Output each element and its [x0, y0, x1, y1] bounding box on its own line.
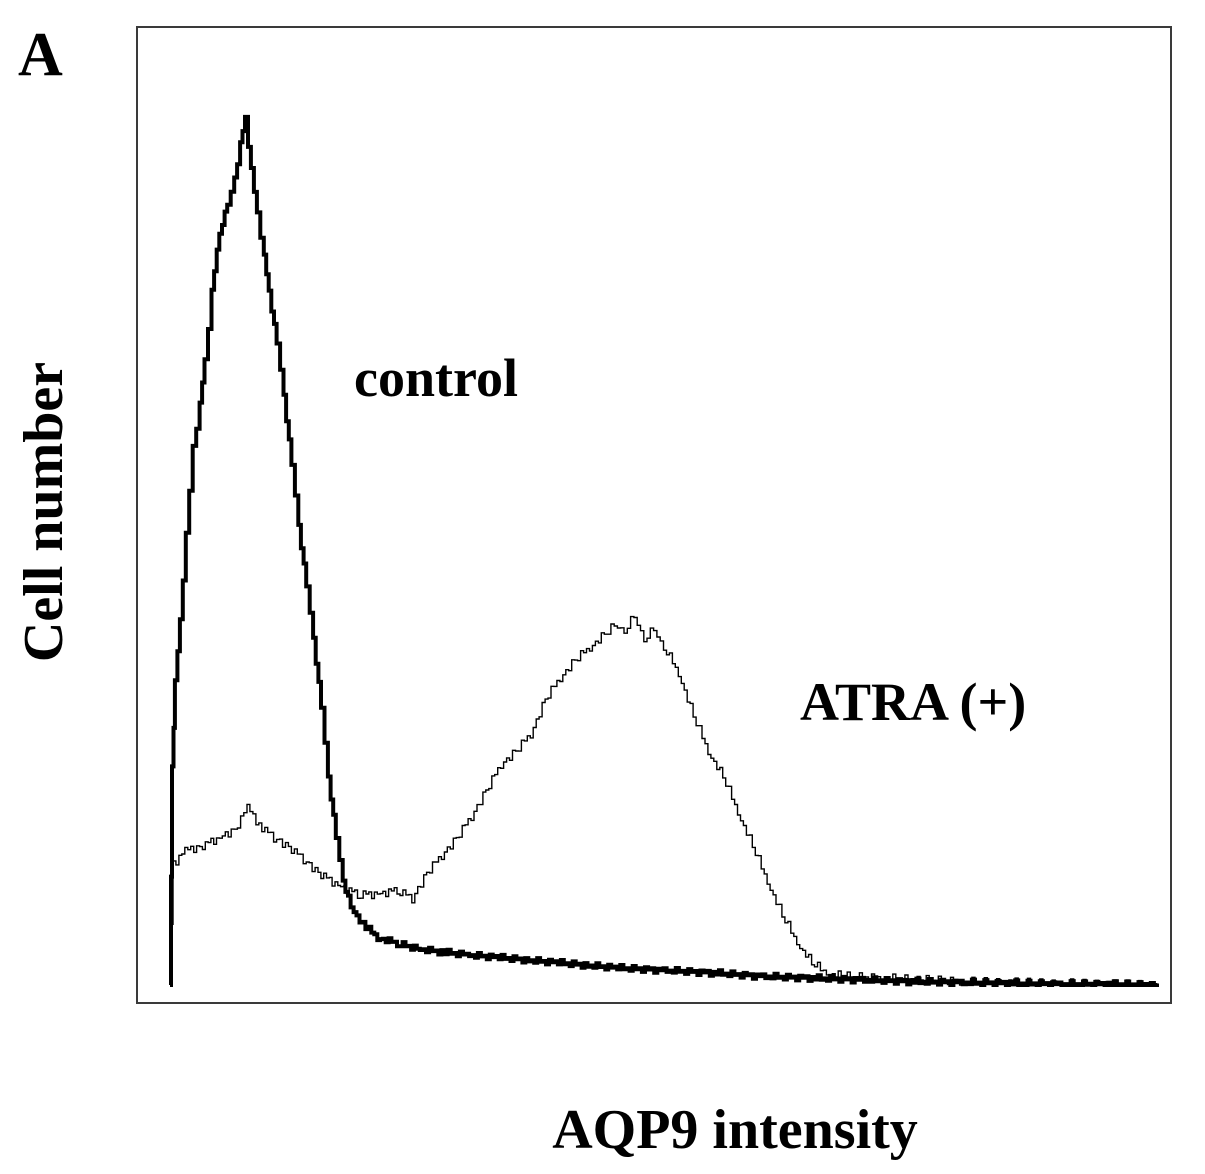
y-axis-label: Cell number: [13, 362, 75, 662]
annotation-atra: ATRA (+): [800, 672, 1026, 732]
annotation-control: control: [354, 348, 518, 408]
series-line-atra: [170, 615, 1158, 986]
series-line-control: [169, 114, 1159, 987]
series-layer: [169, 114, 1159, 987]
panel-label: A: [18, 21, 63, 89]
plot-frame: [136, 26, 1172, 1004]
x-axis-label: AQP9 intensity: [552, 1099, 918, 1161]
